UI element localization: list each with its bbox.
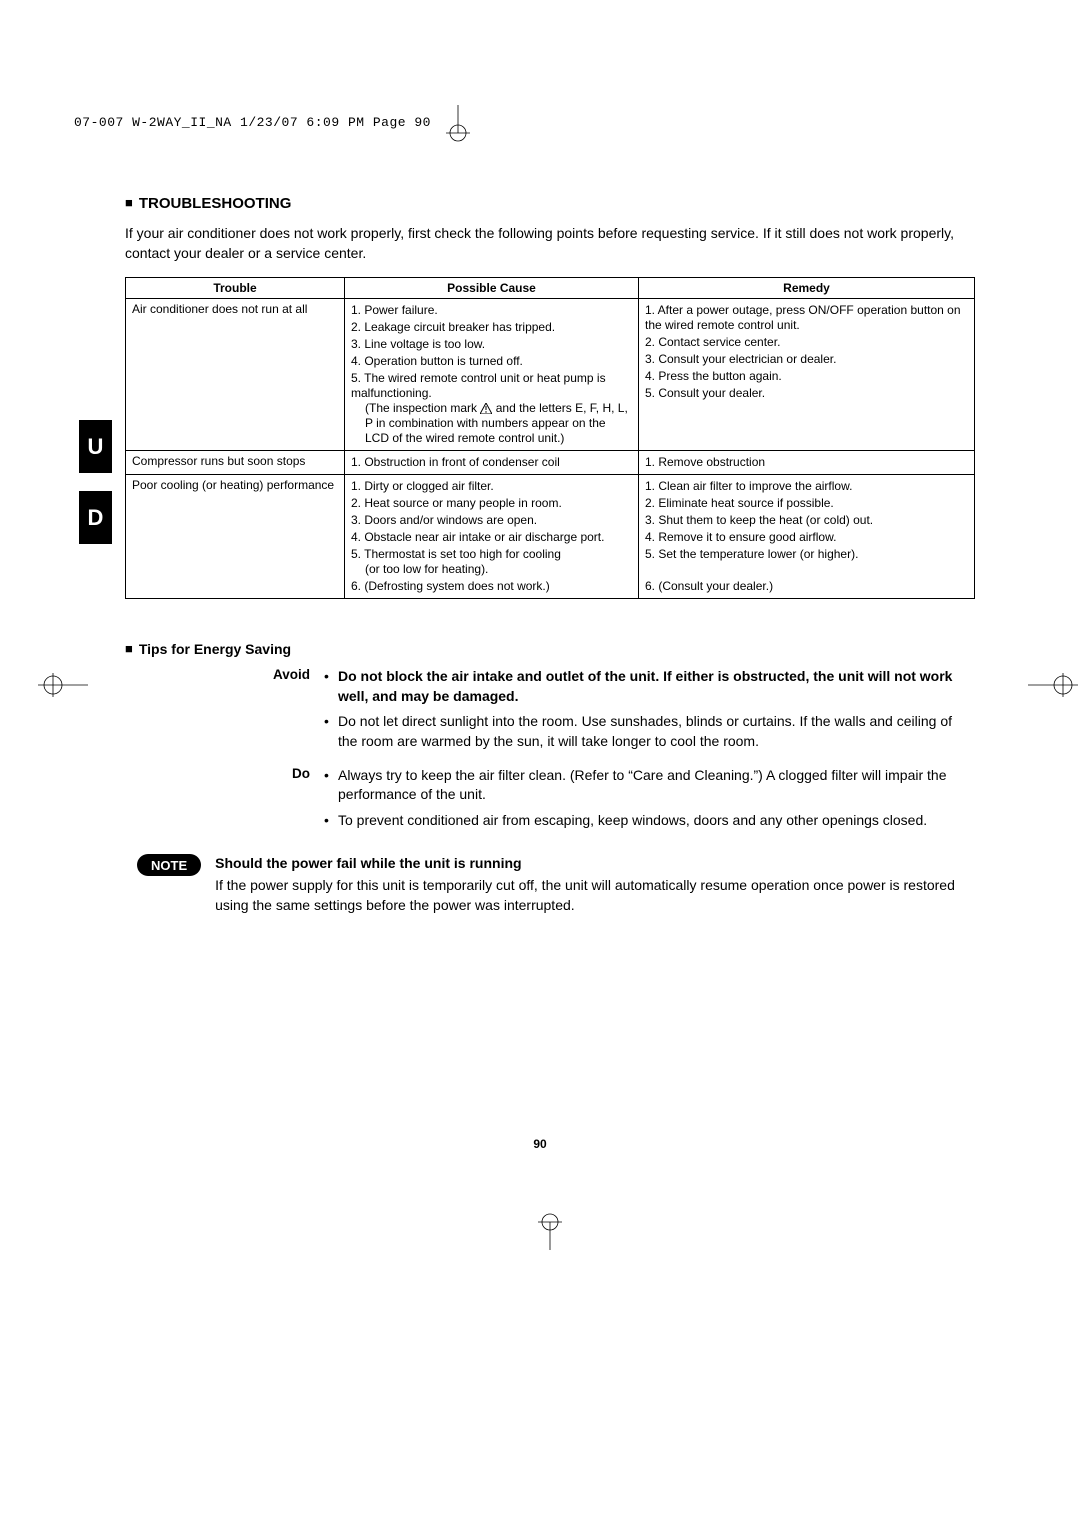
cause-item: 6. (Defrosting system does not work.) <box>351 578 632 595</box>
cause-cell: 1. Power failure.2. Leakage circuit brea… <box>345 299 639 451</box>
note-title: Should the power fail while the unit is … <box>215 854 975 874</box>
do-list: •Always try to keep the air filter clean… <box>324 766 975 831</box>
th-remedy: Remedy <box>639 278 975 299</box>
remedy-item: 5. Set the temperature lower (or higher)… <box>645 546 968 563</box>
bullet-icon: • <box>324 766 338 805</box>
cause-item: 4. Obstacle near air intake or air disch… <box>351 529 632 546</box>
crop-mark-top <box>438 105 478 145</box>
print-header: 07-007 W-2WAY_II_NA 1/23/07 6:09 PM Page… <box>74 115 431 130</box>
avoid-label: Avoid <box>125 667 324 757</box>
crop-mark-bottom <box>530 1210 570 1250</box>
crop-mark-left <box>38 670 88 700</box>
side-tabs: U D <box>79 420 112 562</box>
trouble-cell: Air conditioner does not run at all <box>126 299 345 451</box>
troubleshooting-title: ■ TROUBLESHOOTING <box>125 195 975 212</box>
side-tab-u: U <box>79 420 112 473</box>
remedy-item: 1. Remove obstruction <box>645 454 968 471</box>
remedy-item: 2. Contact service center. <box>645 334 968 351</box>
troubleshooting-table: Trouble Possible Cause Remedy Air condit… <box>125 277 975 599</box>
th-cause: Possible Cause <box>345 278 639 299</box>
do-label: Do <box>125 766 324 837</box>
tips-title: ■ Tips for Energy Saving <box>125 641 975 657</box>
avoid-item: •Do not block the air intake and outlet … <box>324 667 975 706</box>
remedy-cell: 1. Remove obstruction <box>639 451 975 475</box>
bullet-icon: • <box>324 811 338 831</box>
square-bullet-icon: ■ <box>125 195 133 210</box>
crop-mark-right <box>1028 670 1078 700</box>
cause-cell: 1. Dirty or clogged air filter.2. Heat s… <box>345 475 639 599</box>
tips-avoid-row: Avoid •Do not block the air intake and o… <box>125 667 975 757</box>
tip-text: Do not block the air intake and outlet o… <box>338 667 975 706</box>
square-bullet-icon: ■ <box>125 641 133 656</box>
tips-do-row: Do •Always try to keep the air filter cl… <box>125 766 975 837</box>
cause-item: 2. Heat source or many people in room. <box>351 495 632 512</box>
remedy-item: 6. (Consult your dealer.) <box>645 563 968 595</box>
bullet-icon: • <box>324 712 338 751</box>
troubleshooting-intro: If your air conditioner does not work pr… <box>125 224 975 263</box>
table-row: Compressor runs but soon stops 1. Obstruc… <box>126 451 975 475</box>
remedy-cell: 1. Clean air filter to improve the airfl… <box>639 475 975 599</box>
cause-item: 3. Line voltage is too low. <box>351 336 632 353</box>
cause-item: 4. Operation button is turned off. <box>351 353 632 370</box>
cause-item: 1. Power failure. <box>351 302 632 319</box>
remedy-item: 3. Consult your electrician or dealer. <box>645 351 968 368</box>
do-item: •Always try to keep the air filter clean… <box>324 766 975 805</box>
note-row: NOTE Should the power fail while the uni… <box>125 854 975 915</box>
cause-item: 2. Leakage circuit breaker has tripped. <box>351 319 632 336</box>
page-number: 90 <box>0 1137 1080 1151</box>
tips-title-text: Tips for Energy Saving <box>139 641 291 657</box>
troubleshooting-title-text: TROUBLESHOOTING <box>139 195 292 212</box>
cause-item: 3. Doors and/or windows are open. <box>351 512 632 529</box>
avoid-item: •Do not let direct sunlight into the roo… <box>324 712 975 751</box>
cause-item: 1. Dirty or clogged air filter. <box>351 478 632 495</box>
do-item: •To prevent conditioned air from escapin… <box>324 811 975 831</box>
trouble-cell: Compressor runs but soon stops <box>126 451 345 475</box>
cause-item: 1. Obstruction in front of condenser coi… <box>351 454 632 471</box>
side-tab-d: D <box>79 491 112 544</box>
trouble-cell: Poor cooling (or heating) performance <box>126 475 345 599</box>
remedy-item: 4. Remove it to ensure good airflow. <box>645 529 968 546</box>
remedy-item: 1. Clean air filter to improve the airfl… <box>645 478 968 495</box>
table-row: Poor cooling (or heating) performance1. … <box>126 475 975 599</box>
tip-text: Always try to keep the air filter clean.… <box>338 766 975 805</box>
avoid-list: •Do not block the air intake and outlet … <box>324 667 975 751</box>
tip-text: To prevent conditioned air from escaping… <box>338 811 975 831</box>
cause-cell: 1. Obstruction in front of condenser coi… <box>345 451 639 475</box>
table-row: Air conditioner does not run at all1. Po… <box>126 299 975 451</box>
remedy-item: 1. After a power outage, press ON/OFF op… <box>645 302 968 334</box>
note-body: Should the power fail while the unit is … <box>215 854 975 915</box>
note-badge: NOTE <box>137 854 201 876</box>
note-text: If the power supply for this unit is tem… <box>215 876 975 915</box>
bullet-icon: • <box>324 667 338 706</box>
cause-item: 5. Thermostat is set too high for coolin… <box>351 546 632 578</box>
remedy-item: 2. Eliminate heat source if possible. <box>645 495 968 512</box>
tip-text: Do not let direct sunlight into the room… <box>338 712 975 751</box>
remedy-item: 4. Press the button again. <box>645 368 968 385</box>
page-content: ■ TROUBLESHOOTING If your air conditioner… <box>125 195 975 915</box>
th-trouble: Trouble <box>126 278 345 299</box>
remedy-cell: 1. After a power outage, press ON/OFF op… <box>639 299 975 451</box>
remedy-item: 5. Consult your dealer. <box>645 385 968 402</box>
remedy-item: 3. Shut them to keep the heat (or cold) … <box>645 512 968 529</box>
cause-item: 5. The wired remote control unit or heat… <box>351 370 632 447</box>
